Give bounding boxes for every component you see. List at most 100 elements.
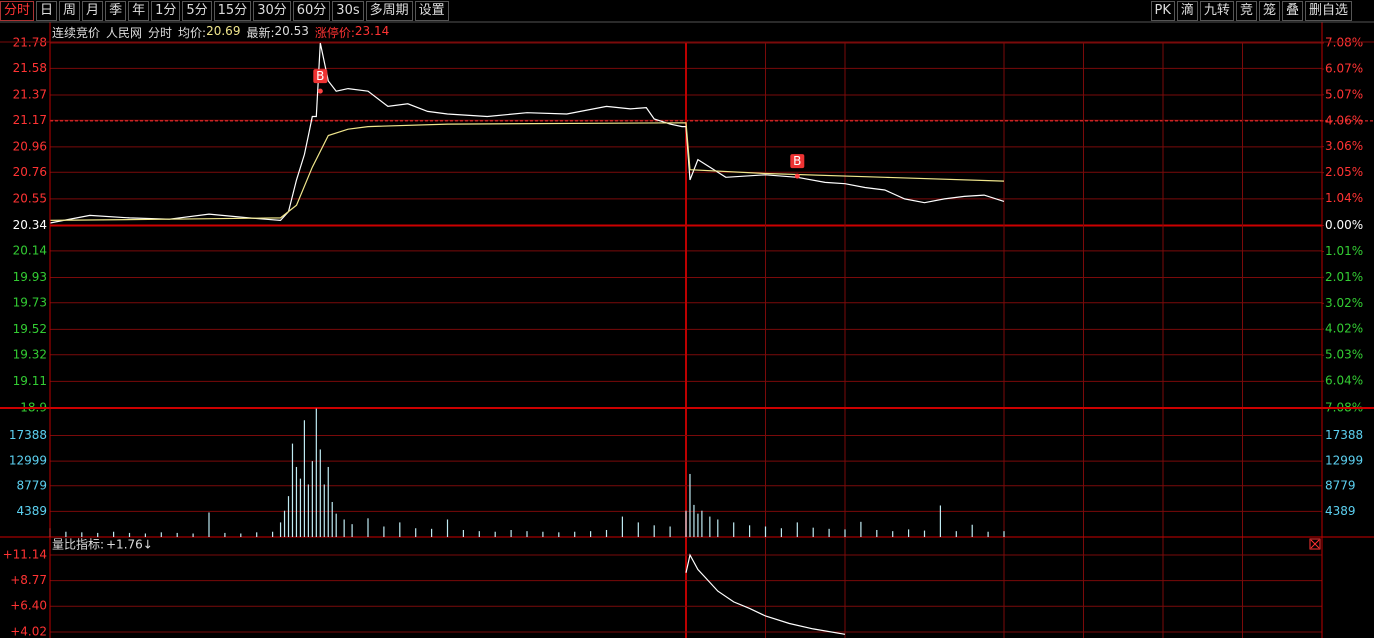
toolbar-right: PK 滴九转竞笼叠删自选 xyxy=(1150,1,1354,21)
bar xyxy=(283,510,286,537)
toolbar-button[interactable]: 1分 xyxy=(151,1,181,21)
bar xyxy=(331,501,333,537)
y-tick-label: 19.32 xyxy=(13,347,47,361)
bar xyxy=(828,528,830,537)
marker-dot xyxy=(794,173,800,179)
marker-label: B xyxy=(793,154,801,168)
line xyxy=(49,122,1005,221)
bar xyxy=(892,531,894,537)
y-tick-label: +6.40 xyxy=(10,599,47,613)
y-tick-label: 8779 xyxy=(16,478,47,492)
y2-tick-label: 17388 xyxy=(1325,428,1363,442)
bar xyxy=(299,478,302,537)
marker-label: B xyxy=(316,69,324,83)
toolbar-button[interactable]: PK xyxy=(1150,1,1175,21)
bar xyxy=(812,527,814,537)
bar xyxy=(343,519,345,537)
marker-dot xyxy=(317,88,323,94)
toolbar-button[interactable]: 竞 xyxy=(1235,1,1257,21)
y-tick-label: 20.55 xyxy=(13,191,47,205)
y2-tick-label: 5.03% xyxy=(1325,348,1363,362)
y-tick-label: 20.96 xyxy=(13,139,47,153)
toolbar-button[interactable]: 30s xyxy=(332,1,364,21)
bar xyxy=(542,531,544,537)
bar xyxy=(315,408,317,537)
y-tick-label: 19.73 xyxy=(13,295,47,309)
bar xyxy=(780,528,782,537)
toolbar: 分时日周月季年 1分 5分 15分 30分 60分 30s 多周期 设置 PK 滴九转竞笼叠删自选 xyxy=(0,0,1374,22)
bar xyxy=(224,532,226,537)
bar xyxy=(955,531,957,537)
toolbar-button[interactable]: 九转 xyxy=(1199,1,1234,21)
bar xyxy=(97,532,99,537)
bar xyxy=(689,473,691,537)
bar xyxy=(733,522,735,537)
bar xyxy=(113,531,115,537)
y-tick-label: +4.02 xyxy=(10,624,47,638)
toolbar-button[interactable]: 60分 xyxy=(292,1,331,21)
y2-tick-label: 1.01% xyxy=(1325,244,1363,258)
bar xyxy=(701,510,703,537)
bar xyxy=(908,529,910,537)
bar xyxy=(295,466,298,537)
bar xyxy=(431,528,433,537)
bar xyxy=(669,526,671,537)
toolbar-button[interactable]: 日 xyxy=(36,1,58,21)
bar xyxy=(311,461,313,537)
bar xyxy=(144,533,146,537)
bar xyxy=(176,532,178,537)
indicator-value: +1.76↓ xyxy=(106,538,153,552)
toolbar-button[interactable]: 分时 xyxy=(0,1,35,21)
bar xyxy=(446,519,449,537)
info-bar: 连续竞价 人民网 分时 均价: 20.69 最新: 20.53 涨停价: 23.… xyxy=(52,24,389,40)
toolbar-button[interactable]: 15分 xyxy=(213,1,252,21)
bar xyxy=(987,531,989,537)
toolbar-button[interactable]: 月 xyxy=(82,1,104,21)
y2-tick-label: 2.01% xyxy=(1325,270,1363,284)
bar xyxy=(526,531,528,537)
bar xyxy=(844,529,846,537)
toolbar-button[interactable]: 删自选 xyxy=(1304,1,1352,21)
bar xyxy=(621,516,623,537)
toolbar-button[interactable]: 滴 xyxy=(1176,1,1198,21)
toolbar-button[interactable]: 多周期 xyxy=(365,1,413,21)
bar xyxy=(303,420,305,537)
y2-tick-label: 5.07% xyxy=(1325,87,1363,101)
indicator-title: 量比指标: xyxy=(52,537,104,552)
toolbar-button[interactable]: 年 xyxy=(128,1,150,21)
mode: 分时 xyxy=(148,26,173,40)
y-tick-label: 19.52 xyxy=(13,322,47,336)
stock-name: 人民网 xyxy=(106,26,143,40)
bar xyxy=(351,524,353,537)
bar xyxy=(653,525,655,537)
bar xyxy=(279,522,282,537)
bar xyxy=(685,510,687,537)
bar xyxy=(796,522,798,537)
y2-tick-label: 3.06% xyxy=(1325,139,1363,153)
toolbar-button[interactable]: 5分 xyxy=(182,1,212,21)
bar xyxy=(693,504,695,537)
toolbar-button[interactable]: 周 xyxy=(59,1,81,21)
y-tick-label: 20.34 xyxy=(13,218,47,232)
y2-tick-label: 3.02% xyxy=(1325,296,1363,310)
y2-tick-label: 6.07% xyxy=(1325,62,1363,76)
toolbar-button[interactable]: 笼 xyxy=(1258,1,1280,21)
bar xyxy=(462,529,464,537)
last: 20.53 xyxy=(274,24,309,38)
toolbar-button[interactable]: 季 xyxy=(105,1,127,21)
bar xyxy=(367,518,369,537)
toolbar-button[interactable]: 设置 xyxy=(414,1,449,21)
avg: 20.69 xyxy=(206,24,241,38)
close-button[interactable] xyxy=(1309,538,1321,550)
bar xyxy=(860,521,862,537)
bar xyxy=(319,449,321,537)
y-tick-label: 21.37 xyxy=(13,87,47,101)
bar xyxy=(335,513,337,537)
toolbar-button[interactable]: 叠 xyxy=(1281,1,1303,21)
toolbar-button[interactable]: 30分 xyxy=(253,1,291,21)
bar xyxy=(1003,531,1005,537)
bar xyxy=(415,528,417,537)
bar xyxy=(81,532,83,537)
line xyxy=(685,553,846,635)
